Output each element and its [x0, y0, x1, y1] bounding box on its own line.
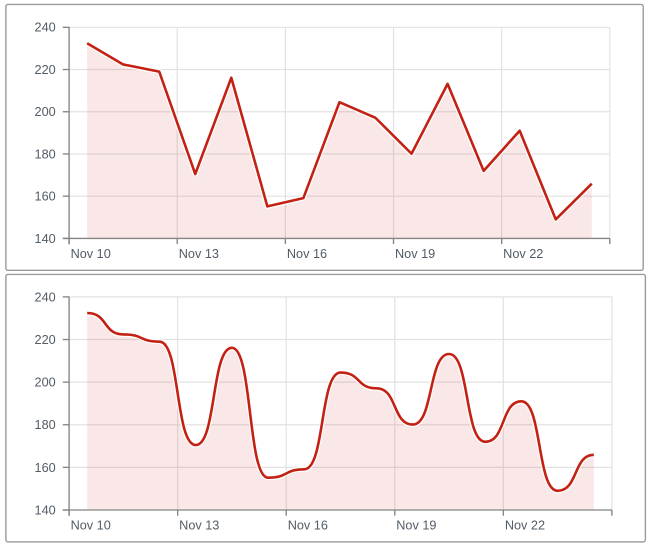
svg-text:Nov 13: Nov 13 — [179, 518, 219, 532]
svg-text:240: 240 — [35, 21, 56, 35]
svg-text:220: 220 — [35, 333, 56, 347]
svg-text:180: 180 — [35, 418, 56, 432]
svg-text:Nov 22: Nov 22 — [503, 247, 543, 261]
svg-text:160: 160 — [35, 190, 56, 204]
svg-text:180: 180 — [35, 147, 56, 161]
svg-text:160: 160 — [35, 461, 56, 475]
svg-text:220: 220 — [35, 63, 56, 77]
svg-text:200: 200 — [35, 376, 56, 390]
svg-text:Nov 10: Nov 10 — [71, 247, 111, 261]
svg-text:Nov 10: Nov 10 — [71, 518, 111, 532]
svg-text:Nov 13: Nov 13 — [179, 247, 219, 261]
svg-text:Nov 22: Nov 22 — [505, 518, 545, 532]
svg-text:140: 140 — [35, 232, 56, 246]
svg-text:140: 140 — [35, 503, 56, 517]
svg-text:Nov 19: Nov 19 — [395, 247, 435, 261]
svg-text:Nov 16: Nov 16 — [287, 247, 327, 261]
svg-text:Nov 19: Nov 19 — [396, 518, 436, 532]
svg-text:200: 200 — [35, 105, 56, 119]
svg-text:240: 240 — [35, 290, 56, 304]
svg-text:Nov 16: Nov 16 — [288, 518, 328, 532]
